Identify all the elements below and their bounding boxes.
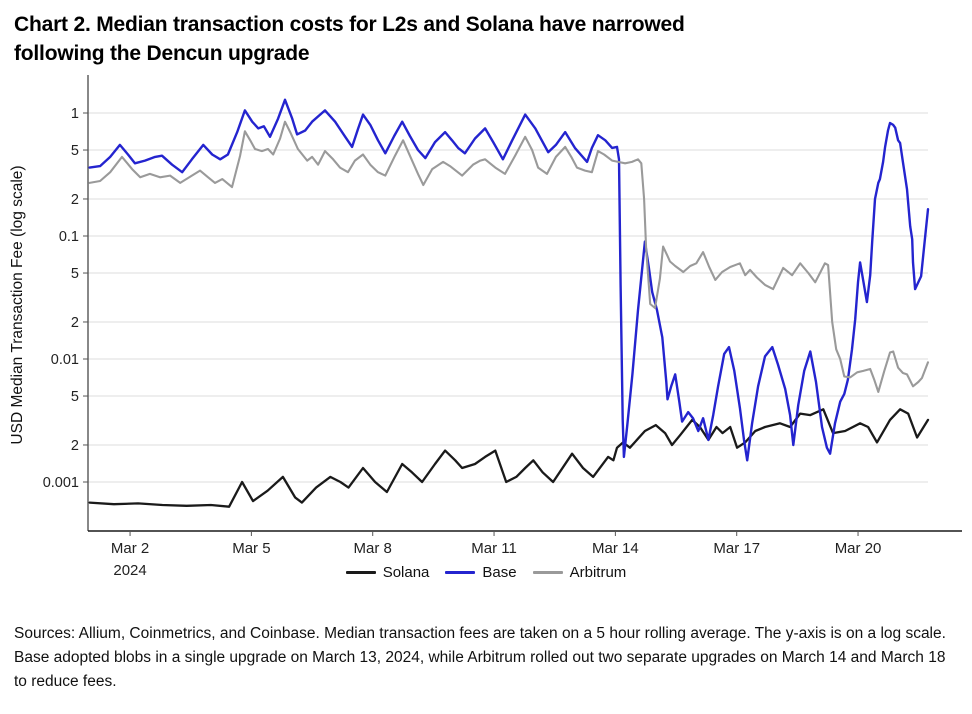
- legend-swatch-solana: [345, 571, 376, 574]
- chart-area: 1 5 2 0.1 5 2 0.01 5 2 0.001 Mar 2 2024 Mar 5 Mar 8 Ma…: [0, 70, 972, 600]
- y-tick-label: 5: [71, 143, 79, 159]
- x-tick-label: Mar 11: [471, 540, 517, 557]
- legend-label-solana: Solana: [382, 564, 430, 581]
- legend-label-arbitrum: Arbitrum: [569, 564, 627, 581]
- chart-title-line1: Chart 2. Median transaction costs for L2…: [14, 13, 685, 36]
- legend-item-arbitrum: Arbitrum: [532, 564, 627, 581]
- x-tick-sublabel: 2024: [113, 562, 146, 579]
- legend: Solana Base Arbitrum: [0, 564, 972, 581]
- legend-item-solana: Solana: [345, 564, 430, 581]
- chart-title-line2: following the Dencun upgrade: [14, 42, 310, 65]
- y-tick-label: 5: [71, 389, 79, 405]
- legend-swatch-base: [445, 571, 476, 574]
- y-tick-label: 2: [71, 192, 79, 208]
- y-tick-label: 0.01: [51, 352, 79, 368]
- x-tick-label: Mar 17: [713, 540, 760, 557]
- chart-title: Chart 2. Median transaction costs for L2…: [14, 10, 956, 68]
- source-footnote: Sources: Allium, Coinmetrics, and Coinba…: [14, 625, 946, 690]
- legend-label-base: Base: [482, 564, 517, 581]
- chart-svg: 1 5 2 0.1 5 2 0.01 5 2 0.001 Mar 2 2024 Mar 5 Mar 8 Ma…: [43, 75, 962, 579]
- y-tick-label: 0.1: [59, 229, 79, 245]
- y-axis-title: USD Median Transaction Fee (log scale): [9, 165, 26, 445]
- x-tick-label: Mar 5: [232, 540, 270, 557]
- series-line-solana: [88, 408, 930, 508]
- y-tick-label: 5: [71, 266, 79, 282]
- x-tick-label: Mar 20: [835, 540, 882, 557]
- y-tick-label: 2: [71, 438, 79, 454]
- series-line-arbitrum: [88, 120, 930, 393]
- x-tick-label: Mar 2: [111, 540, 149, 557]
- y-tick-label: 0.001: [43, 475, 79, 491]
- legend-item-base: Base: [445, 564, 517, 581]
- y-tick-label: 1: [71, 106, 79, 122]
- x-tick-label: Mar 8: [354, 540, 392, 557]
- x-tick-label: Mar 14: [592, 540, 639, 557]
- y-tick-label: 2: [71, 315, 79, 331]
- series-line-base: [88, 98, 930, 462]
- legend-swatch-arbitrum: [532, 571, 563, 574]
